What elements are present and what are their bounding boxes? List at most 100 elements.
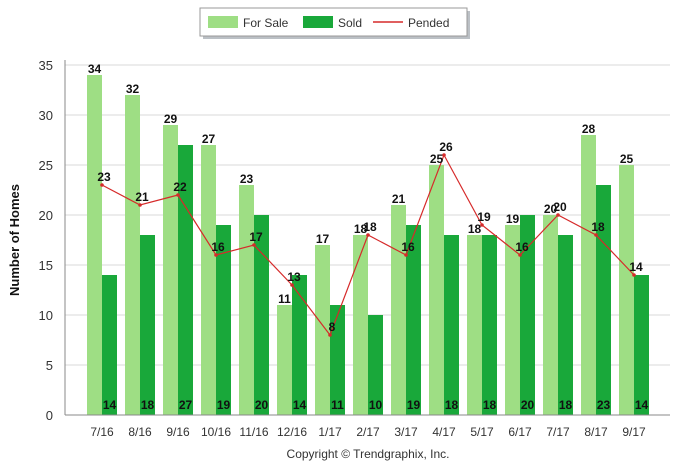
- x-tick-label: 5/17: [470, 425, 494, 439]
- y-tick-label: 0: [46, 408, 53, 423]
- label-pended: 13: [287, 270, 301, 284]
- copyright-text: Copyright © Trendgraphix, Inc.: [287, 447, 450, 461]
- pended-point: [442, 153, 446, 157]
- bar-for-sale: [467, 235, 482, 415]
- pended-point: [480, 223, 484, 227]
- label-pended: 22: [173, 180, 187, 194]
- y-axis: 0 5 10 15 20 25 30 35: [39, 58, 66, 423]
- x-tick-label: 9/17: [622, 425, 646, 439]
- bar-for-sale: [87, 75, 102, 415]
- bar-for-sale: [353, 235, 368, 415]
- label-sold: 27: [179, 398, 193, 412]
- bar-sold: [558, 235, 573, 415]
- bar-sold: [406, 225, 421, 415]
- y-tick-label: 5: [46, 358, 53, 373]
- y-tick-label: 25: [39, 158, 53, 173]
- bar-for-sale: [201, 145, 216, 415]
- label-for-sale: 25: [620, 152, 634, 166]
- y-tick-label: 30: [39, 108, 53, 123]
- label-for-sale: 28: [582, 122, 596, 136]
- label-pended: 16: [515, 240, 529, 254]
- y-axis-label: Number of Homes: [7, 184, 22, 296]
- label-sold: 19: [407, 398, 421, 412]
- x-tick-label: 7/17: [546, 425, 570, 439]
- label-for-sale: 17: [316, 232, 330, 246]
- pended-point: [214, 253, 218, 257]
- label-pended: 23: [97, 170, 111, 184]
- label-pended: 18: [591, 220, 605, 234]
- x-tick-label: 1/17: [318, 425, 342, 439]
- label-sold: 20: [255, 398, 269, 412]
- bar-sold: [482, 235, 497, 415]
- x-tick-label: 9/16: [166, 425, 190, 439]
- label-sold: 23: [597, 398, 611, 412]
- label-sold: 20: [521, 398, 535, 412]
- label-pended: 17: [249, 230, 263, 244]
- label-sold: 14: [635, 398, 649, 412]
- bar-for-sale: [277, 305, 292, 415]
- bar-sold: [596, 185, 611, 415]
- bar-for-sale: [239, 185, 254, 415]
- bar-sold: [368, 315, 383, 415]
- legend-label-pended: Pended: [408, 16, 449, 30]
- bar-sold: [102, 275, 117, 415]
- label-sold: 19: [217, 398, 231, 412]
- pended-line: [100, 153, 636, 337]
- x-tick-label: 8/17: [584, 425, 608, 439]
- bar-sold: [634, 275, 649, 415]
- y-tick-label: 15: [39, 258, 53, 273]
- label-pended: 8: [329, 320, 336, 334]
- pended-point: [404, 253, 408, 257]
- pended-point: [632, 273, 636, 277]
- legend: For Sale Sold Pended: [199, 7, 470, 39]
- legend-swatch-for-sale: [208, 16, 238, 28]
- label-sold: 10: [369, 398, 383, 412]
- y-tick-label: 10: [39, 308, 53, 323]
- label-pended: 16: [211, 240, 225, 254]
- bar-sold: [292, 275, 307, 415]
- bar-for-sale: [315, 245, 330, 415]
- pended-point: [100, 183, 104, 187]
- label-sold: 14: [293, 398, 307, 412]
- bar-for-sale: [163, 125, 178, 415]
- label-pended: 18: [363, 220, 377, 234]
- label-for-sale: 11: [278, 292, 291, 306]
- legend-box: [199, 7, 468, 37]
- bar-sold: [254, 215, 269, 415]
- bar-for-sale: [391, 205, 406, 415]
- x-tick-label: 7/16: [90, 425, 114, 439]
- pended-point: [328, 333, 332, 337]
- x-tick-label: 8/16: [128, 425, 152, 439]
- bar-sold: [216, 225, 231, 415]
- label-for-sale: 21: [392, 192, 406, 206]
- legend-label-sold: Sold: [338, 16, 362, 30]
- bar-for-sale: [543, 215, 558, 415]
- label-for-sale: 32: [126, 82, 140, 96]
- bar-sold: [140, 235, 155, 415]
- label-for-sale: 20: [544, 202, 558, 216]
- x-tick-label: 6/17: [508, 425, 532, 439]
- label-sold: 14: [103, 398, 117, 412]
- pended-point: [366, 233, 370, 237]
- x-axis: 7/16 8/16 9/16 10/16 11/16 12/16 1/17 2/17 3/17 4…: [65, 414, 670, 439]
- label-sold: 18: [141, 398, 155, 412]
- x-tick-label: 12/16: [277, 425, 307, 439]
- x-tick-label: 10/16: [201, 425, 231, 439]
- legend-label-for-sale: For Sale: [243, 16, 289, 30]
- pended-point: [138, 203, 142, 207]
- pended-point: [290, 283, 294, 287]
- x-tick-label: 4/17: [432, 425, 456, 439]
- label-sold: 18: [559, 398, 573, 412]
- bar-sold: [444, 235, 459, 415]
- y-tick-label: 20: [39, 208, 53, 223]
- label-for-sale: 34: [88, 62, 102, 76]
- label-for-sale: 18: [468, 222, 482, 236]
- pended-point: [176, 193, 180, 197]
- pended-point: [252, 243, 256, 247]
- label-pended: 20: [553, 200, 567, 214]
- x-tick-label: 11/16: [239, 425, 268, 439]
- legend-swatch-sold: [303, 16, 333, 28]
- label-for-sale: 27: [202, 132, 216, 146]
- label-pended: 19: [477, 210, 491, 224]
